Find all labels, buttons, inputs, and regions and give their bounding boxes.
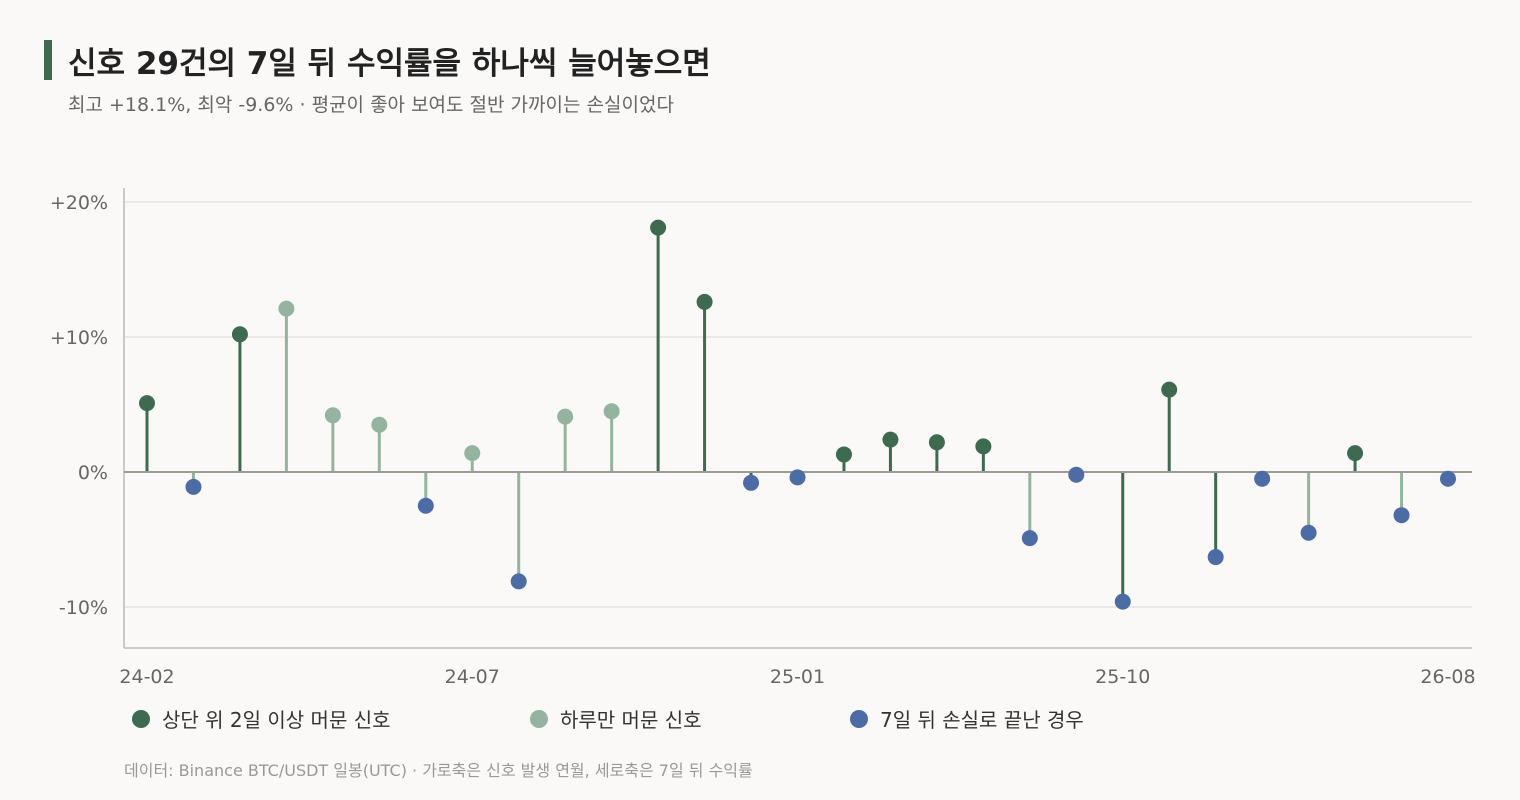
lollipop-dot [1161,381,1178,398]
chart-subtitle: 최고 +18.1%, 최악 -9.6% · 평균이 좋아 보여도 절반 가까이는… [68,94,674,116]
legend-dot-loss [850,709,868,728]
chart-title: 신호 29건의 7일 뒤 수익률을 하나씩 늘어놓으면 [68,46,711,82]
legend-item-multi: 상단 위 2일 이상 머문 신호 [132,704,391,733]
lollipop-dot [231,326,248,343]
y-tick-label: +20% [50,192,108,214]
y-tick-label: -10% [59,597,108,619]
lollipop-dot [928,434,945,451]
lollipop-dot [1207,549,1224,566]
legend-item-single: 하루만 머문 신호 [530,704,702,733]
x-tick-label: 24-02 [119,666,174,688]
lollipop-dot [324,407,341,424]
lollipop-dot [417,497,434,514]
y-tick-label: 0% [78,462,108,484]
lollipop-dot [1300,524,1317,541]
chart-legend: 상단 위 2일 이상 머문 신호 하루만 머문 신호 7일 뒤 손실로 끝난 경… [0,704,1520,736]
lollipop-dot [743,474,760,491]
lollipop-dot [1440,470,1456,487]
legend-label-single: 하루만 머문 신호 [560,708,702,732]
lollipop-dot [1393,507,1410,524]
lollipop-dot [1021,530,1038,547]
x-tick-label: 25-01 [770,666,825,688]
legend-dot-multi [132,709,150,728]
lollipop-dot [1254,470,1271,487]
legend-label-loss: 7일 뒤 손실로 끝난 경우 [880,708,1084,732]
lollipop-dot [975,438,992,455]
lollipop-dot [1114,593,1131,610]
lollipop-dot [835,446,852,463]
lollipop-dot [557,408,574,425]
lollipop-dot [139,395,155,412]
lollipop-dot [1068,466,1085,483]
lollipop-chart: +20% +10% 0% -10% 24-02 24-07 25-01 25-10 26-08 [50,188,1476,688]
lollipop-dot [789,469,806,486]
lollipop-dot [278,300,295,317]
lollipop-dot [650,219,667,236]
lollipop-dot [185,478,202,495]
data-source-footnote: 데이터: Binance BTC/USDT 일봉(UTC) · 가로축은 신호 … [124,761,753,780]
legend-item-loss: 7일 뒤 손실로 끝난 경우 [850,704,1084,733]
x-tick-label: 26-08 [1420,666,1475,688]
lollipop-dot [696,293,713,310]
lollipop-dot [371,416,388,433]
y-tick-label: +10% [50,327,108,349]
legend-dot-single [530,709,548,728]
title-accent-bar [44,40,52,80]
lollipop-dot [1347,445,1364,462]
lollipop-dot [882,431,899,448]
lollipop-dot [510,573,527,590]
x-tick-label: 24-07 [445,666,500,688]
x-tick-label: 25-10 [1095,666,1150,688]
lollipop-dot [464,445,481,462]
legend-label-multi: 상단 위 2일 이상 머문 신호 [162,708,391,732]
lollipop-dot [603,403,620,420]
